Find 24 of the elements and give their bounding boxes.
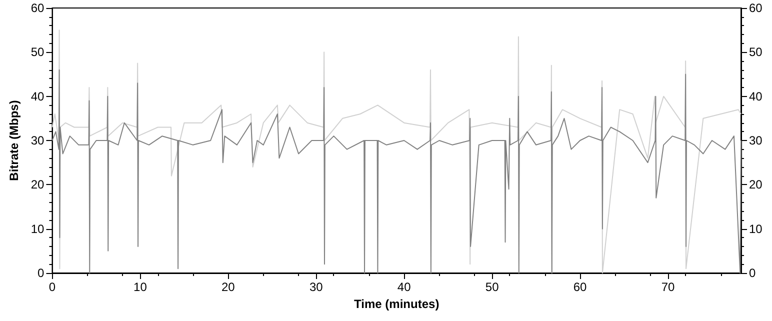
y2-tick-label: 40 [749,89,763,104]
x-tick-label: 30 [309,280,324,294]
y-tick-label: 60 [30,1,45,15]
y2-tick-label: 10 [749,222,763,236]
x-tick-label: 40 [397,280,412,294]
y-tick-label: 10 [30,222,45,236]
y-tick-label: 40 [30,89,45,104]
x-tick-label: 60 [573,280,588,294]
y2-tick-label: 0 [749,266,756,280]
x-tick-label: 20 [221,280,236,294]
x-tick-label: 70 [661,280,675,294]
y2-tick-label: 30 [749,134,763,148]
x-tick-label: 10 [134,280,148,294]
y2-tick-label: 20 [749,178,763,192]
x-tick-label: 0 [48,280,56,294]
y2-tick-label: 60 [749,1,763,15]
y-axis-title: Bitrate (Mbps) [7,100,21,181]
y2-tick-label: 50 [749,45,763,60]
y-tick-label: 0 [38,266,45,280]
y-tick-label: 30 [30,134,45,148]
y-tick-label: 50 [30,45,45,60]
x-axis-title: Time (minutes) [354,296,440,311]
y-tick-label: 20 [30,178,45,192]
x-tick-label: 50 [485,280,500,294]
